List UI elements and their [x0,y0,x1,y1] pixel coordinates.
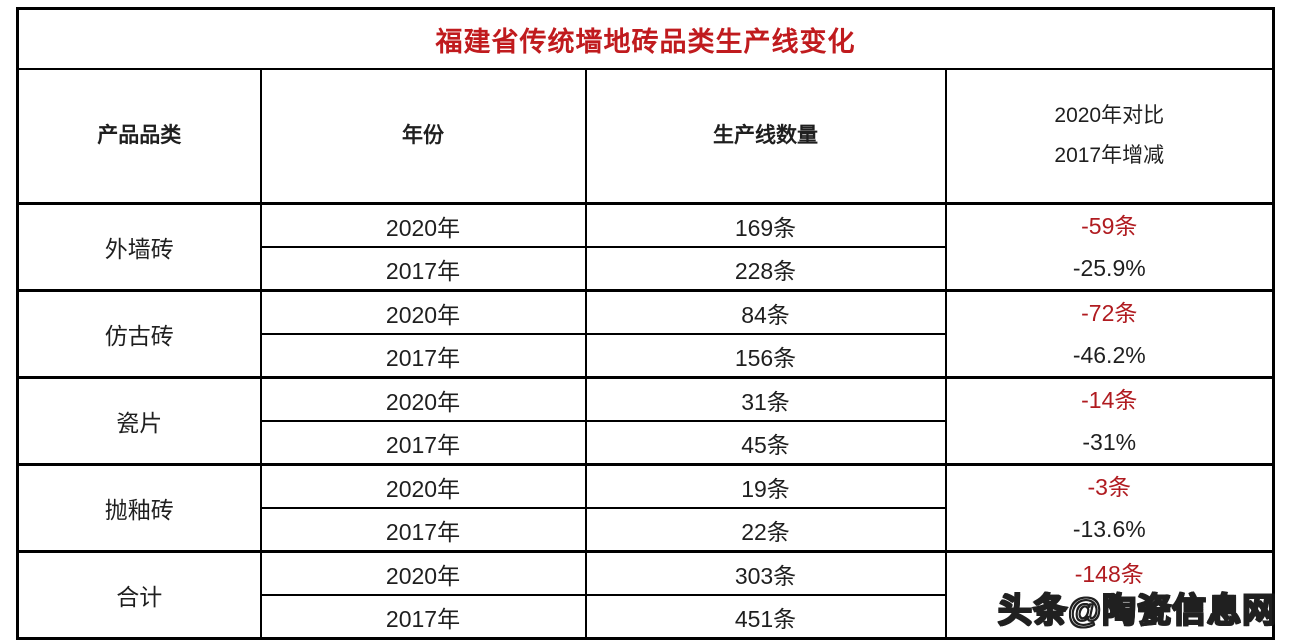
year-cell: 2017年 [259,507,587,553]
table-row: 外墙砖 2020年 169条 -59条 -25.9% [16,202,1275,292]
col-header-change: 2020年对比 2017年增减 [944,68,1275,205]
table-row: 瓷片 2020年 31条 -14条 -31% [16,376,1275,466]
watermark: 头条@陶瓷信息网 [997,591,1278,631]
col-header-category: 产品品类 [16,68,262,205]
table-row: 仿古砖 2020年 84条 -72条 -46.2% [16,289,1275,379]
col-header-count: 生产线数量 [584,68,947,205]
year-cell: 2020年 [259,289,587,335]
change-cell: -148条 [944,550,1275,640]
count-cell: 303条 [584,550,947,596]
count-cell: 84条 [584,289,947,335]
category-cell: 仿古砖 [16,289,262,379]
category-cell: 外墙砖 [16,202,262,292]
year-cell: 2017年 [259,333,587,379]
change-pct: -31% [1082,429,1137,455]
year-cell: 2020年 [259,463,587,509]
table-row: 2017年 228条 [18,246,1274,292]
year-cell: 2017年 [259,594,587,640]
title-row: 福建省传统墙地砖品类生产线变化 [16,7,1275,70]
table-row: 2017年 22条 [18,507,1274,553]
change-cell: -59条 -25.9% [944,202,1275,292]
count-cell: 451条 [584,594,947,640]
production-line-table: 福建省传统墙地砖品类生产线变化 产品品类 年份 生产线数量 2020年对比 20… [16,7,1275,640]
change-cell: -14条 -31% [944,376,1275,466]
count-cell: 19条 [584,463,947,509]
year-cell: 2017年 [259,420,587,466]
table-row: 2017年 451条 [18,594,1274,640]
change-cell: -3条 -13.6% [944,463,1275,553]
count-cell: 31条 [584,376,947,422]
production-line-table-wrap: 福建省传统墙地砖品类生产线变化 产品品类 年份 生产线数量 2020年对比 20… [16,7,1275,640]
count-cell: 45条 [584,420,947,466]
change-cell: -72条 -46.2% [944,289,1275,379]
change-lines: -59条 [1081,213,1138,239]
table-row: 抛釉砖 2020年 19条 -3条 -13.6% [16,463,1275,553]
header-row: 产品品类 年份 生产线数量 2020年对比 2017年增减 [16,68,1275,205]
count-cell: 169条 [584,202,947,248]
change-stack: -148条 [948,555,1272,637]
table-row: 合计 2020年 303条 -148条 [16,550,1275,640]
count-cell: 228条 [584,246,947,292]
change-lines: -148条 [1074,561,1144,587]
change-lines: -3条 [1087,474,1131,500]
year-cell: 2020年 [259,376,587,422]
year-cell: 2017年 [259,246,587,292]
year-cell: 2020年 [259,202,587,248]
change-pct: -46.2% [1072,342,1146,368]
count-cell: 156条 [584,333,947,379]
change-pct: -13.6% [1072,516,1146,542]
table-row: 2017年 45条 [18,420,1274,466]
category-cell: 合计 [16,550,262,640]
change-pct: -25.9% [1072,255,1146,281]
change-stack: -14条 -31% [948,381,1272,463]
change-stack: -72条 -46.2% [948,294,1272,376]
change-stack: -3条 -13.6% [948,468,1272,550]
table-title: 福建省传统墙地砖品类生产线变化 [16,7,1275,70]
table-row: 2017年 156条 [18,333,1274,379]
year-cell: 2020年 [259,550,587,596]
category-cell: 瓷片 [16,376,262,466]
count-cell: 22条 [584,507,947,553]
change-lines: -72条 [1081,300,1138,326]
col-header-year: 年份 [259,68,587,205]
change-stack: -59条 -25.9% [948,207,1272,289]
category-cell: 抛釉砖 [16,463,262,553]
change-lines: -14条 [1081,387,1138,413]
